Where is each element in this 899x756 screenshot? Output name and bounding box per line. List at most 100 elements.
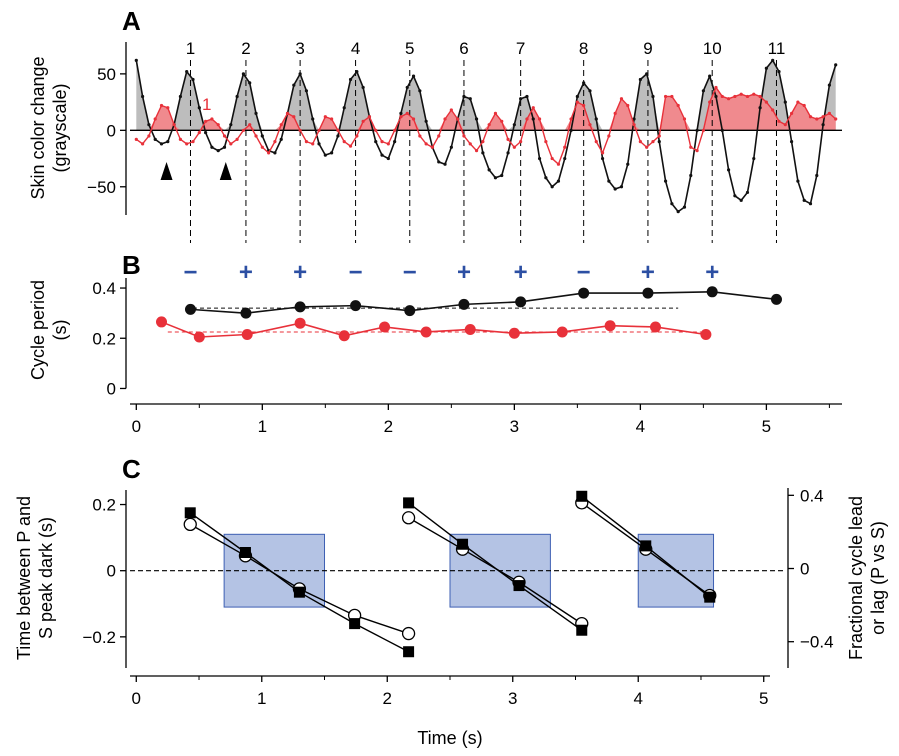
red-series-point (361, 119, 365, 123)
red-series-point (474, 149, 479, 153)
black-series-point (191, 77, 195, 82)
y-axis-label-c: Time between P and S peak dark (s) (14, 496, 56, 660)
red-series-point (197, 130, 201, 135)
red-series-point (424, 142, 428, 146)
black-period-point (458, 298, 470, 310)
black-series-point (758, 106, 762, 110)
red-series-point (645, 145, 649, 149)
black-series-point (695, 128, 699, 132)
y-axis-label-c-line: S peak dark (s) (36, 517, 56, 639)
squares-line (408, 502, 583, 631)
black-period-point (294, 301, 306, 313)
red-series-point (323, 115, 327, 119)
black-series-point (670, 202, 674, 206)
black-series-point (663, 179, 668, 183)
black-series-point (374, 140, 378, 144)
red-series-point (418, 134, 422, 138)
black-series-point (443, 162, 447, 166)
black-series-point (582, 81, 586, 85)
red-period-point (156, 316, 168, 328)
black-series-point (726, 168, 731, 172)
black-series-line (135, 59, 837, 213)
black-series-point (355, 70, 359, 74)
y-axis-label-b-line: (s) (50, 320, 70, 341)
black-series-point (330, 151, 334, 155)
x-tick-label-b: 1 (258, 417, 267, 436)
red-series-point (695, 149, 699, 153)
cycle-number-label: 1 (186, 39, 195, 58)
black-series-point (789, 140, 794, 144)
red-series-point (632, 123, 636, 127)
black-series-point (210, 145, 214, 149)
red-period-point (379, 321, 391, 333)
black-series-point (632, 117, 636, 121)
cycle-number-label: 3 (295, 39, 304, 58)
black-series-point (720, 128, 724, 132)
black-series-point (405, 85, 409, 90)
panel-b: 0 0.2 0.4 0 1 2 3 4 5 Cycle period (s) − + + − − + + − + + (28, 259, 842, 436)
red-period-point (338, 330, 350, 342)
red-series-point (600, 151, 605, 155)
black-series-point (437, 160, 441, 164)
black-series-point (386, 156, 390, 161)
red-series-point (342, 140, 346, 144)
red-series-point (708, 100, 712, 104)
red-series-point (771, 108, 775, 112)
minus-sign: − (349, 259, 363, 286)
black-period-line (190, 291, 777, 314)
square-point (403, 497, 415, 509)
plus-sign: + (293, 259, 307, 286)
red-series-point (815, 117, 819, 121)
red-series-point (500, 119, 504, 123)
black-series-point (166, 140, 170, 144)
red-series-point (216, 123, 220, 127)
red-series-label: 1 (202, 95, 211, 114)
red-series-point (166, 106, 170, 110)
square-point (184, 507, 196, 519)
red-series-point (348, 144, 353, 148)
red-period-point (508, 327, 520, 339)
black-series-point (607, 179, 611, 183)
black-series-point (254, 111, 258, 115)
black-series-point (298, 72, 302, 76)
black-series-point (575, 94, 579, 99)
red-series-point (607, 134, 611, 138)
black-series-point (235, 94, 239, 99)
square-point (293, 586, 305, 598)
black-series-point (834, 63, 838, 67)
cycle-number-label: 7 (516, 39, 525, 58)
black-series-point (771, 58, 775, 62)
red-series-point (304, 140, 309, 144)
black-series-point (821, 123, 825, 127)
red-series-point (752, 92, 756, 96)
square-point (576, 624, 588, 636)
black-series-point (645, 72, 649, 76)
y-tick-label-a: 0 (107, 121, 116, 140)
red-period-point (193, 331, 205, 343)
red-series-point (588, 123, 592, 127)
red-series-point (733, 94, 737, 99)
black-series-point (323, 153, 327, 157)
red-series-point (141, 142, 145, 146)
black-series-point (449, 145, 453, 149)
red-series-point (619, 97, 624, 101)
black-series-point (651, 94, 655, 99)
red-series-point (178, 137, 183, 141)
black-series-point (619, 185, 624, 189)
red-series-point (525, 117, 529, 121)
black-series-point (418, 89, 422, 93)
red-series-point (456, 117, 460, 121)
red-series-point (411, 117, 416, 121)
red-series-point (720, 94, 724, 99)
black-series-point (815, 173, 819, 178)
black-series-point (594, 117, 598, 121)
red-series-point (267, 151, 271, 155)
minus-sign: − (403, 259, 417, 286)
plus-sign: + (239, 259, 253, 286)
black-series-point (342, 106, 346, 110)
y-tick-label-a: −50 (87, 178, 116, 197)
red-period-point (649, 321, 661, 333)
red-series-point (405, 111, 409, 115)
y-axis-label-c-line: Time between P and (14, 496, 34, 660)
